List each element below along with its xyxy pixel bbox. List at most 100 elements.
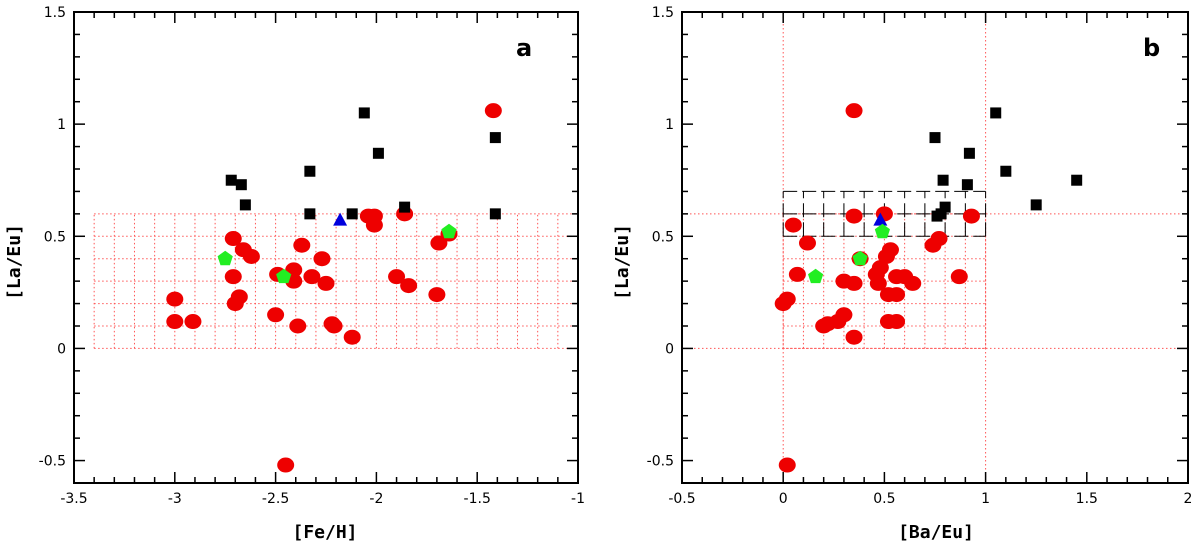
panel-b-red-circle-point (845, 275, 863, 291)
panel-b-x-tick-label: 0.5 (873, 491, 895, 507)
panel-a-black-square-point (304, 208, 316, 220)
panel-b-red-circle-point (888, 287, 906, 303)
panel-a-red-circle-point (365, 217, 383, 233)
panel-b-red-circle-point (774, 296, 792, 312)
panel-b-black-square-point (961, 179, 973, 191)
panel-a-red-circle-point (267, 307, 285, 323)
panel-b-ticks (681, 11, 1189, 484)
panel-b-frame (681, 11, 1189, 484)
panel-a-red-circle-point (325, 318, 343, 334)
panel-a-x-tick-label: -3 (168, 491, 182, 507)
panel-a-blue-triangle-point (333, 212, 348, 226)
panel-a-red-circle-point (242, 248, 260, 264)
panel-b-green-pentagon-point (808, 268, 824, 284)
panel-b-red-circle-point (950, 269, 968, 285)
panel-b-y-tick-label: 1 (665, 117, 674, 133)
panel-b-series-square (929, 107, 1083, 222)
panel-b-y-tick-label: 1.5 (652, 5, 674, 21)
panel-a-x-tick-label: -1.5 (464, 491, 491, 507)
panel-a-y-tick-label: -0.5 (39, 454, 66, 470)
panel-b-black-square-point (963, 147, 975, 159)
panel-b-black-square-point (937, 174, 949, 186)
panel-a-red-circle-point (317, 275, 335, 291)
panel-b-red-circle-point (845, 329, 863, 345)
panel-a-red-circle-point (484, 103, 502, 119)
panel-a-red-circle-point (277, 457, 295, 473)
panel-b-x-tick-label: 1 (981, 491, 990, 507)
panel-a-red-circle-point (293, 237, 311, 253)
panel-b-xlabel: [Ba/Eu] (898, 522, 974, 543)
panel-b-black-square-point (939, 201, 951, 213)
panel-b-letter: b (1143, 34, 1160, 62)
panel-b-x-tick-label: 2 (1184, 491, 1193, 507)
panel-a-series-square (225, 107, 501, 220)
panel-a-series-pentagon (217, 223, 457, 284)
panel-a-y-tick-label: 0.5 (44, 229, 66, 245)
panel-b-red-circle-point (962, 208, 980, 224)
panel-b-series-pentagon (808, 223, 890, 284)
panel-a-x-tick-label: -2 (369, 491, 383, 507)
panel-a-ylabel: [La/Eu] (4, 224, 25, 300)
panel-a-y-tick-label: 1.5 (44, 5, 66, 21)
panel-a-green-pentagon-point (441, 223, 457, 239)
panel-a-green-pentagon-point (276, 268, 292, 284)
panel-a-x-tick-label: -2.5 (262, 491, 289, 507)
panel-a-red-circle-point (184, 314, 202, 330)
panel-a-black-square-point (235, 179, 247, 191)
panel-a-red-circle-point (166, 314, 184, 330)
panel-a-green-pentagon-point (217, 250, 233, 266)
panel-a-red-circle-point (388, 269, 406, 285)
panel-b-black-square-point (929, 132, 941, 144)
panel-a-red-circle-point (166, 291, 184, 307)
panel-b-red-circle-point (845, 103, 863, 119)
panel-b-black-square-point (1071, 174, 1083, 186)
panel-a-xlabel: [Fe/H] (292, 522, 357, 543)
panel-b-red-circle-point (904, 275, 922, 291)
panel-b-x-tick-label: -0.5 (668, 491, 695, 507)
panel-b-red-circle-point (798, 235, 816, 251)
panel-a-series-circle (166, 103, 502, 473)
panel-b-blue-triangle-point (873, 212, 888, 226)
panel-a-black-square-point (304, 165, 316, 177)
panel-a-x-tick-label: -3.5 (60, 491, 87, 507)
panel-a-series-triangle (333, 212, 348, 226)
panel-b-red-circle-point (815, 318, 833, 334)
panel-b-x-tick-label: 0 (779, 491, 788, 507)
panel-a-frame (73, 11, 579, 484)
panel-b-y-tick-label: -0.5 (647, 454, 674, 470)
panel-a-y-tick-label: 0 (57, 341, 66, 357)
panel-b-y-tick-label: 0.5 (652, 229, 674, 245)
panel-b-red-circle-point (869, 275, 887, 291)
panel-a-x-tick-label: -1 (571, 491, 585, 507)
panel-b-series-triangle (873, 212, 888, 226)
panel-b-series-circle (774, 103, 980, 473)
panel-a-red-circle-point (226, 296, 244, 312)
panel-b-red-circle-point (778, 457, 796, 473)
panel-a-black-square-point (225, 174, 237, 186)
panel-b-red-circle-point (845, 208, 863, 224)
panel-b-red-circle-point (888, 314, 906, 330)
panel-a: -3.5 -3 -2.5 -2 -1.5 -1 -0.5 0 0.5 1 1.5 a [Fe/H] [La… (4, 5, 585, 543)
panel-a-red-circle-point (400, 278, 418, 294)
panel-a-ticks (73, 11, 579, 484)
panel-b-black-square-point (1030, 199, 1042, 211)
panel-a-black-square-point (489, 132, 501, 144)
panel-b-black-square-point (1000, 165, 1012, 177)
panel-b: -0.5 0 0.5 1 1.5 2 -0.5 0 0.5 1 1.5 b [Ba/Eu] [La/Eu] (612, 5, 1192, 543)
panel-b-red-circle-point (788, 266, 806, 282)
panel-a-red-circle-point (303, 269, 321, 285)
panel-a-red-circle-point (224, 231, 242, 247)
panel-a-y-tick-label: 1 (57, 117, 66, 133)
panel-a-red-circle-point (343, 329, 361, 345)
panel-b-y-tick-label: 0 (665, 341, 674, 357)
panel-a-red-circle-point (428, 287, 446, 303)
panel-b-red-circle-point (924, 237, 942, 253)
panel-a-red-circle-point (430, 235, 448, 251)
panel-b-black-square-point (931, 210, 943, 222)
panel-a-letter: a (516, 34, 532, 62)
panel-a-black-square-point (239, 199, 251, 211)
panel-a-black-square-point (399, 201, 411, 213)
panel-b-x-tick-label: 1.5 (1076, 491, 1098, 507)
panel-a-black-square-point (489, 208, 501, 220)
